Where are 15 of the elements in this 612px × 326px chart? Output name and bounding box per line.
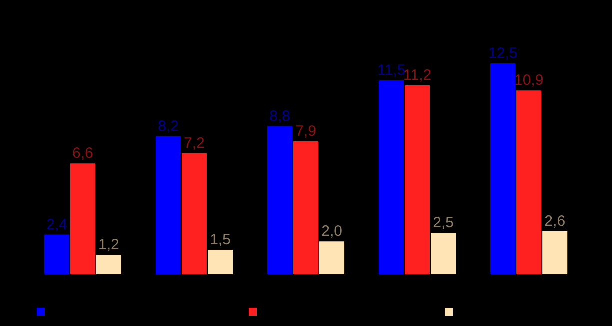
data-label: 10,9 bbox=[514, 72, 544, 90]
data-label: 1,2 bbox=[98, 236, 120, 254]
data-label: 11,2 bbox=[403, 67, 432, 84]
data-label: 2,0 bbox=[322, 223, 342, 240]
data-label: 1,5 bbox=[210, 232, 231, 249]
data-label: 8,8 bbox=[270, 108, 290, 125]
data-label: 2,6 bbox=[544, 212, 566, 230]
data-label: 2,5 bbox=[433, 214, 454, 232]
data-label: 8,2 bbox=[158, 118, 179, 135]
data-label: 12,5 bbox=[488, 45, 518, 62]
data-label: 2,4 bbox=[46, 216, 68, 234]
data-label: 7,2 bbox=[184, 134, 205, 152]
data-label: 11,5 bbox=[377, 62, 406, 79]
data-label: 6,6 bbox=[72, 145, 94, 162]
data-label: 7,9 bbox=[296, 123, 316, 140]
